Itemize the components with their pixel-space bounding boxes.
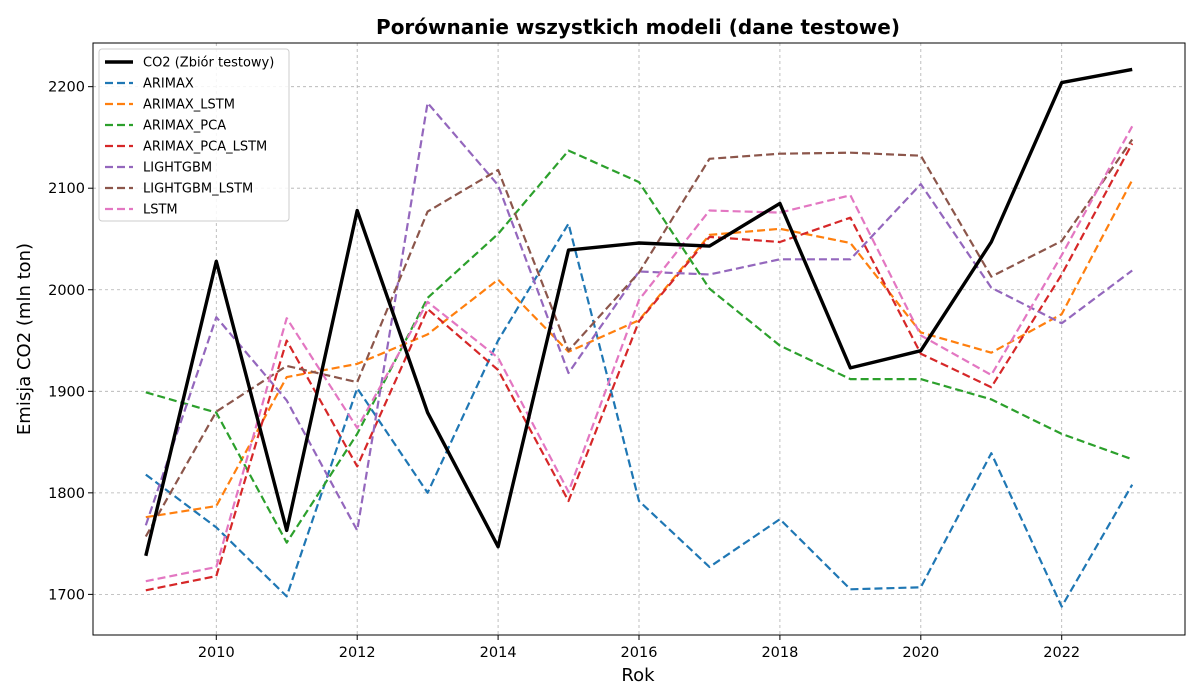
ticks: 2010 2012 2014 2016 2018 2020 2022 1700 1800 1900… — [48, 80, 1080, 661]
legend-label: ARIMAX_PCA_LSTM — [143, 140, 267, 155]
y-tick-label: 1800 — [48, 486, 85, 502]
legend-label: LIGHTGBM_LSTM — [143, 182, 253, 197]
chart-title: Porównanie wszystkich modeli (dane testo… — [376, 15, 900, 39]
x-axis-label: Rok — [621, 665, 655, 686]
x-tick-label: 2010 — [198, 645, 235, 661]
y-tick-label: 2100 — [48, 181, 85, 197]
x-tick-label: 2022 — [1043, 645, 1080, 661]
legend-box — [98, 48, 290, 222]
series-line-arimax-pca — [145, 149, 1133, 544]
x-tick-label: 2012 — [339, 645, 376, 661]
series-line-lightgbm — [144, 101, 1133, 532]
legend: CO2 (Zbiór testowy) ARIMAX ARIMAX_LSTM ARIM… — [98, 48, 290, 222]
series-group — [144, 67, 1134, 608]
x-tick-label: 2020 — [902, 645, 939, 661]
y-tick-label: 1700 — [48, 587, 85, 603]
legend-label: CO2 (Zbiór testowy) — [143, 56, 274, 71]
y-axis-label: Emisja CO2 (mln ton) — [14, 243, 35, 435]
legend-label: ARIMAX — [143, 77, 194, 92]
legend-label: ARIMAX_PCA — [143, 119, 226, 134]
series-line-arimax-lstm — [145, 179, 1134, 519]
series-line-arimax — [145, 222, 1134, 608]
x-tick-label: 2018 — [761, 645, 798, 661]
legend-label: LIGHTGBM — [143, 161, 212, 176]
series-line-co2-zbi-r-testowy — [144, 67, 1133, 557]
x-tick-label: 2014 — [480, 645, 517, 661]
legend-label: ARIMAX_LSTM — [143, 98, 235, 113]
y-tick-label: 2000 — [48, 283, 85, 299]
series-line-lstm — [145, 125, 1134, 583]
series-line-arimax-pca-lstm — [145, 142, 1134, 592]
x-tick-label: 2016 — [621, 645, 658, 661]
y-tick-label: 1900 — [48, 384, 85, 400]
series-line-lightgbm-lstm — [144, 138, 1134, 538]
legend-label: LSTM — [143, 203, 178, 218]
y-tick-label: 2200 — [48, 80, 85, 96]
